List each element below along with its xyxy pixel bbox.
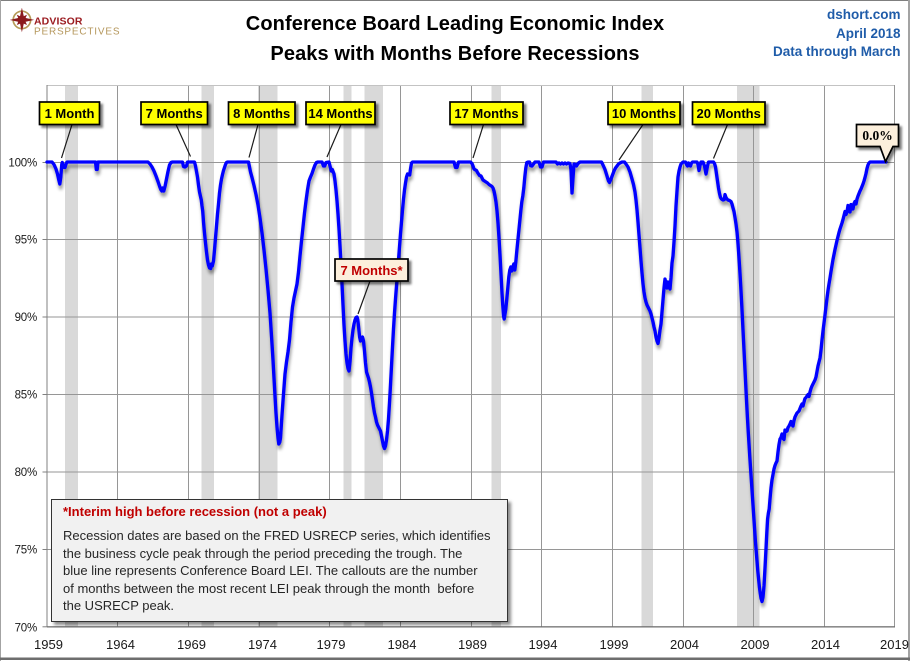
svg-text:14 Months: 14 Months [308,106,372,121]
svg-text:1979: 1979 [317,637,346,652]
svg-text:1984: 1984 [388,637,417,652]
svg-text:75%: 75% [15,545,37,557]
svg-text:7 Months: 7 Months [146,106,203,121]
svg-text:8 Months: 8 Months [233,106,290,121]
svg-text:2009: 2009 [741,637,770,652]
svg-text:17 Months: 17 Months [454,106,518,121]
svg-text:90%: 90% [15,312,37,324]
svg-text:1974: 1974 [248,637,277,652]
svg-text:1964: 1964 [106,637,135,652]
svg-text:2014: 2014 [811,637,840,652]
svg-text:PERSPECTIVES: PERSPECTIVES [34,27,120,38]
svg-text:ADVISOR: ADVISOR [34,15,83,27]
svg-text:1969: 1969 [177,637,206,652]
svg-text:1 Month: 1 Month [45,106,95,121]
svg-text:95%: 95% [15,235,37,247]
svg-text:1989: 1989 [458,637,487,652]
svg-text:1999: 1999 [600,637,629,652]
svg-text:0.0%: 0.0% [862,128,892,143]
svg-text:2019: 2019 [880,637,909,652]
svg-text:70%: 70% [15,623,37,635]
svg-text:1959: 1959 [34,637,63,652]
svg-text:2004: 2004 [670,637,699,652]
svg-text:7 Months*: 7 Months* [340,263,403,278]
svg-text:10 Months: 10 Months [612,106,676,121]
svg-text:80%: 80% [15,467,37,479]
svg-text:20 Months: 20 Months [697,106,761,121]
svg-text:100%: 100% [8,158,37,170]
svg-text:1994: 1994 [529,637,558,652]
svg-text:85%: 85% [15,390,37,402]
